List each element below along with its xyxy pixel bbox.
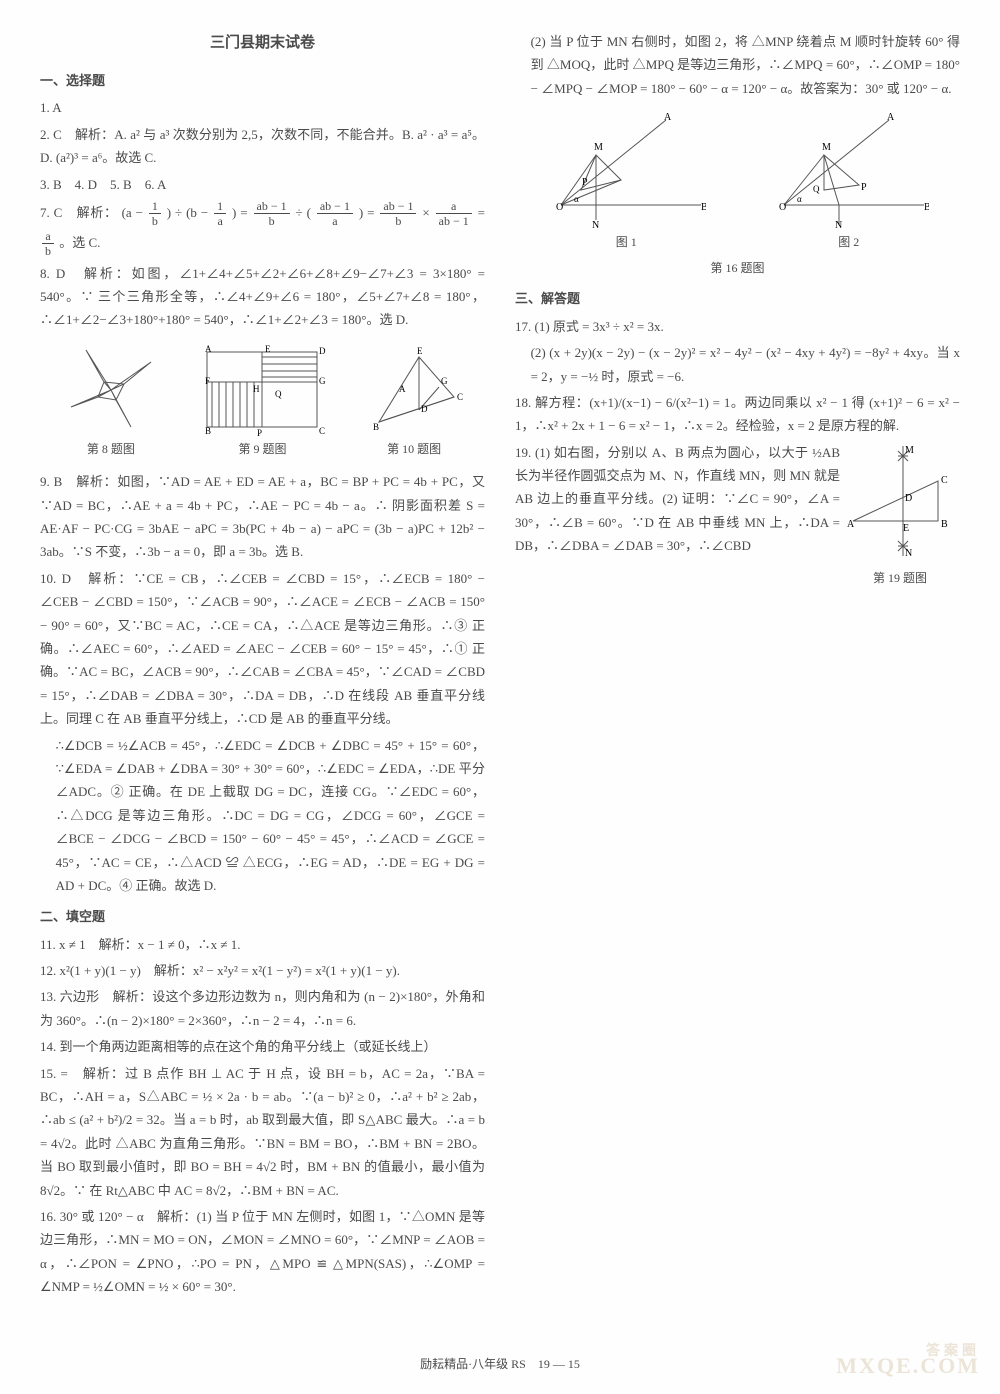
svg-text:A: A (205, 344, 212, 354)
svg-text:O: O (779, 202, 786, 213)
svg-text:A: A (887, 112, 895, 123)
q13: 13. 六边形 解析：设这个多边形边数为 n，则内角和为 (n − 2)×180… (40, 985, 485, 1032)
svg-text:H: H (253, 384, 260, 394)
frac-ab1-a: ab − 1a (317, 199, 353, 229)
svg-text:A: A (399, 384, 406, 394)
frac-a-ab1: aab − 1 (436, 199, 472, 229)
fig10-svg: B E C D G A (359, 342, 469, 437)
svg-text:α: α (574, 194, 579, 204)
svg-text:N: N (905, 548, 912, 559)
svg-text:E: E (903, 523, 909, 534)
q11: 11. x ≠ 1 解析：x − 1 ≠ 0，∴x ≠ 1. (40, 933, 485, 956)
fig16-caption: 第 16 题图 (515, 258, 960, 280)
frac-ab1-b: ab − 1b (254, 199, 290, 229)
fig9-svg: A E D F H G Q B P C (197, 342, 327, 437)
figure-row-16: O B A M P N α 图 1 O B A M P Q Nα 图 2 (515, 110, 960, 254)
svg-text:Q: Q (813, 184, 820, 194)
fig16b-svg: O B A M P Q Nα (769, 110, 929, 230)
q2: 2. C 解析：A. a² 与 a³ 次数分别为 2,5，次数不同，不能合并。B… (40, 123, 485, 170)
fig9-caption: 第 9 题图 (238, 442, 286, 456)
fig8-box: 第 8 题图 (56, 342, 166, 461)
svg-text:D: D (905, 493, 912, 504)
fig16b-caption: 图 2 (838, 235, 859, 249)
svg-text:α: α (797, 194, 802, 204)
fig19-svg: A C B M N D E (843, 441, 958, 561)
fig10-box: B E C D G A 第 10 题图 (359, 342, 469, 461)
q7: 7. C 解析： (a − 1b ) ÷ (b − 1a ) = ab − 1b… (40, 199, 485, 259)
svg-text:A: A (847, 519, 855, 530)
svg-text:C: C (319, 426, 325, 436)
svg-text:C: C (941, 475, 948, 486)
q15: 15. = 解析：过 B 点作 BH ⊥ AC 于 H 点，设 BH = b，A… (40, 1062, 485, 1202)
svg-text:M: M (822, 142, 831, 153)
section-3-head: 三、解答题 (515, 287, 960, 310)
q16: 16. 30° 或 120° − α 解析：(1) 当 P 位于 MN 左侧时，… (40, 1205, 485, 1299)
svg-text:M: M (905, 445, 914, 456)
frac-1b: 1b (149, 199, 161, 229)
q8: 8. D 解析：如图，∠1+∠4+∠5+∠2+∠6+∠8+∠9−∠7+∠3 = … (40, 262, 485, 332)
q1: 1. A (40, 96, 485, 119)
svg-text:C: C (457, 392, 463, 402)
svg-text:D: D (319, 346, 326, 356)
section-2-head: 二、填空题 (40, 905, 485, 928)
fig19-caption: 第 19 题图 (873, 571, 927, 585)
fig16a-caption: 图 1 (616, 235, 637, 249)
frac-ab1-b2: ab − 1b (380, 199, 416, 229)
fig8-caption: 第 8 题图 (87, 442, 135, 456)
svg-text:E: E (417, 346, 423, 356)
svg-text:N: N (592, 220, 599, 230)
exam-title: 三门县期末试卷 (40, 30, 485, 57)
fig8-svg (56, 342, 166, 437)
svg-text:B: B (701, 202, 706, 213)
svg-text:G: G (319, 376, 326, 386)
svg-text:E: E (265, 344, 271, 354)
svg-text:B: B (941, 519, 948, 530)
q14: 14. 到一个角两边距离相等的点在这个角的角平分线上（或延长线上） (40, 1035, 485, 1058)
frac-1a: 1a (214, 199, 226, 229)
fig16a-box: O B A M P N α 图 1 (546, 110, 706, 254)
q18: 18. 解方程：(x+1)/(x−1) − 6/(x²−1) = 1。两边同乘以… (515, 391, 960, 438)
svg-text:N: N (835, 220, 842, 230)
svg-text:B: B (205, 426, 211, 436)
svg-text:Q: Q (275, 389, 282, 399)
svg-text:D: D (421, 404, 428, 414)
svg-text:B: B (924, 202, 929, 213)
svg-text:O: O (556, 202, 563, 213)
q10b: ∴∠DCB = ½∠ACB = 45°，∴∠EDC = ∠DCB + ∠DBC … (40, 734, 485, 898)
svg-text:P: P (257, 428, 262, 437)
watermark-url: MXQE.COM (836, 1346, 980, 1386)
q3-6: 3. B 4. D 5. B 6. A (40, 173, 485, 196)
fig10-caption: 第 10 题图 (387, 442, 441, 456)
q10: 10. D 解析：∵CE = CB，∴∠CEB = ∠CBD = 15°，∴∠E… (40, 567, 485, 731)
fig19-box: A C B M N D E 第 19 题图 (840, 441, 960, 590)
svg-text:F: F (205, 376, 210, 386)
figure-row-8-10: 第 8 题图 A E D F H G Q B P (40, 342, 485, 461)
svg-text:M: M (594, 142, 603, 153)
q7-text-b: 。选 C. (59, 235, 100, 250)
fig16a-svg: O B A M P N α (546, 110, 706, 230)
q17b: (2) (x + 2y)(x − 2y) − (x − 2y)² = x² − … (515, 341, 960, 388)
q12: 12. x²(1 + y)(1 − y) 解析：x² − x²y² = x²(1… (40, 959, 485, 982)
svg-text:B: B (373, 422, 379, 432)
svg-text:A: A (664, 112, 672, 123)
svg-text:G: G (441, 376, 448, 386)
q7-text-a: 7. C 解析： (40, 205, 118, 220)
frac-ab: ab (42, 229, 54, 259)
q16b: (2) 当 P 位于 MN 右侧时，如图 2，将 △MNP 绕着点 M 顺时针旋… (515, 30, 960, 100)
svg-text:P: P (582, 177, 588, 188)
svg-text:P: P (861, 182, 867, 193)
q17: 17. (1) 原式 = 3x³ ÷ x² = 3x. (515, 315, 960, 338)
section-1-head: 一、选择题 (40, 69, 485, 92)
q9: 9. B 解析：如图，∵AD = AE + ED = AE + a，BC = B… (40, 470, 485, 564)
fig16b-box: O B A M P Q Nα 图 2 (769, 110, 929, 254)
fig9-box: A E D F H G Q B P C 第 9 题图 (197, 342, 327, 461)
